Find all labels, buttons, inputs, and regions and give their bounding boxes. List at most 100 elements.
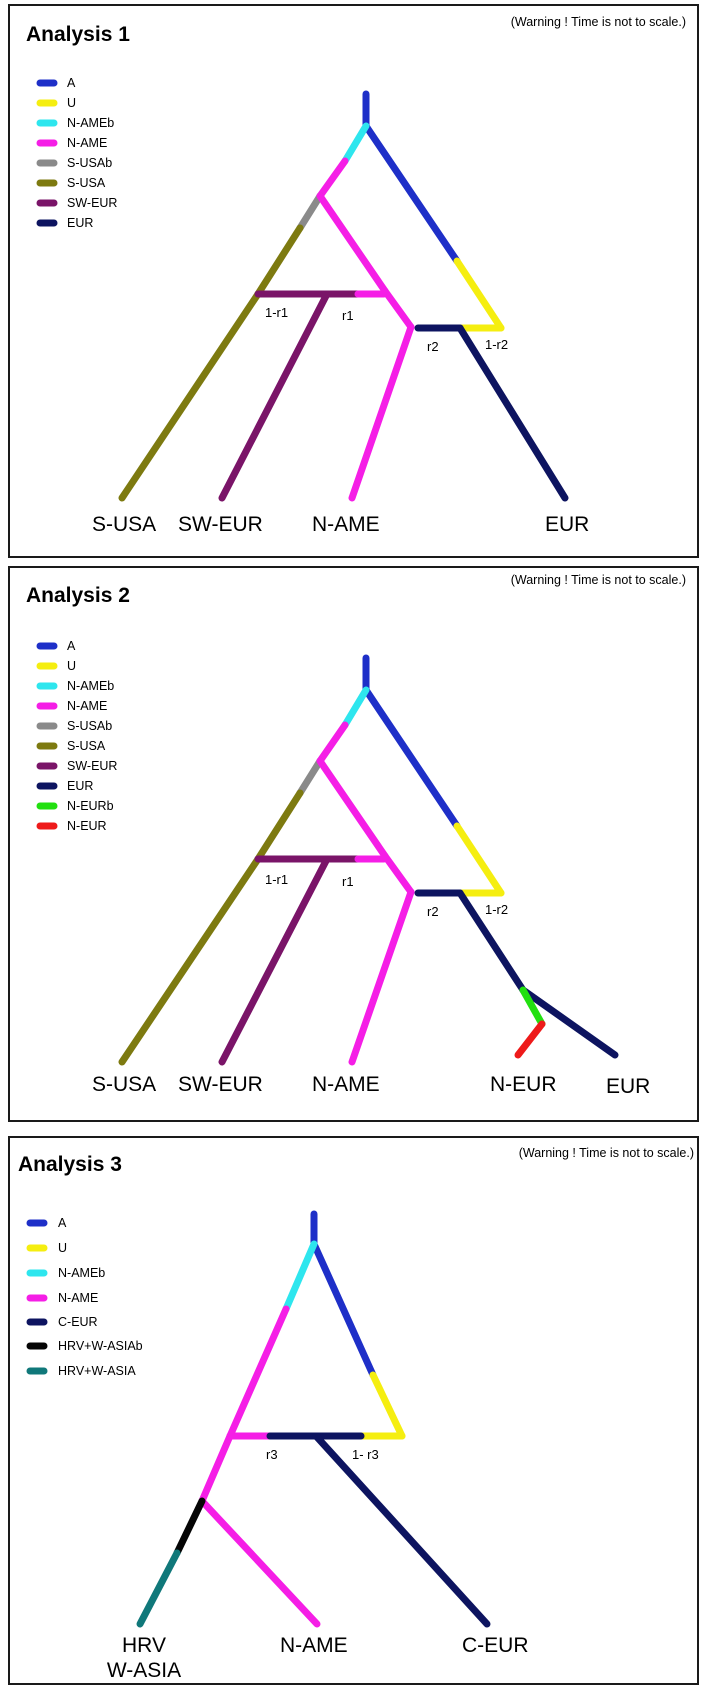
- tree: [118, 90, 569, 502]
- legend-label-n-ameb: N-AMEb: [67, 116, 114, 130]
- branch-n-eurb: [519, 986, 546, 1028]
- warning-note: (Warning ! Time is not to scale.): [511, 573, 686, 587]
- leaf-label-hrv: HRV: [122, 1634, 166, 1657]
- branch-n-ameb: [341, 686, 370, 729]
- legend-label-n-ameb: N-AMEb: [58, 1266, 105, 1280]
- legend-label-hrv-w-asiab: HRV+W-ASIAb: [58, 1339, 143, 1353]
- leaf-label-sw-eur: SW-EUR: [178, 513, 263, 536]
- branch-u: [369, 1371, 406, 1440]
- panel-title: Analysis 3: [18, 1153, 122, 1176]
- legend-label-a: A: [67, 639, 76, 653]
- legend-label-n-ameb: N-AMEb: [67, 679, 114, 693]
- panel-title: Analysis 1: [26, 23, 130, 46]
- branch-n-ame-upper: [316, 157, 349, 200]
- leaf-label-sw-eur: SW-EUR: [178, 1073, 263, 1096]
- leaf-label-w-asia: W-ASIA: [107, 1659, 181, 1682]
- legend-label-sw-eur: SW-EUR: [67, 196, 117, 210]
- branch-n-ame-upper: [226, 1305, 290, 1440]
- leaf-label-n-ame: N-AME: [280, 1634, 348, 1657]
- branch-s-usab: [296, 192, 324, 232]
- param-label-1-r1: 1-r1: [265, 872, 288, 887]
- branch-n-ame-mid: [381, 287, 415, 331]
- legend-label-eur: EUR: [67, 779, 93, 793]
- analysis-3-diagram: Analysis 3 (Warning ! Time is not to sca…: [18, 1146, 694, 1682]
- branch-n-ame-leaf: [348, 888, 415, 1066]
- leaf-label-n-ame: N-AME: [312, 513, 380, 536]
- analysis-2-panel: Analysis 2 (Warning ! Time is not to sca…: [8, 566, 699, 1122]
- leaf-label-n-ame: N-AME: [312, 1073, 380, 1096]
- legend-label-n-ame: N-AME: [58, 1291, 98, 1305]
- legend-label-n-eur: N-EUR: [67, 819, 107, 833]
- param-label-r1: r1: [342, 308, 354, 323]
- branch-u: [453, 822, 505, 897]
- legend-label-a: A: [58, 1216, 67, 1230]
- legend-label-a: A: [67, 76, 76, 90]
- analysis-1-panel: Analysis 1 (Warning ! Time is not to sca…: [8, 4, 699, 558]
- leaf-label-n-eur: N-EUR: [490, 1073, 557, 1096]
- branch-eur-leaf: [456, 324, 569, 502]
- param-label-1-r2: 1-r2: [485, 337, 508, 352]
- legend-label-n-ame: N-AME: [67, 136, 107, 150]
- branch-c-eur-leaf: [312, 1432, 491, 1628]
- param-label-r2: r2: [427, 904, 439, 919]
- legend-label-u: U: [67, 96, 76, 110]
- param-label-r3: r3: [266, 1447, 278, 1462]
- branch-n-ame-leaf: [348, 323, 415, 502]
- branch-n-eur-leaf: [514, 1020, 546, 1059]
- legend-label-n-ame: N-AME: [67, 699, 107, 713]
- branch-a-right: [362, 686, 461, 830]
- legend-label-u: U: [58, 1241, 67, 1255]
- legend-label-sw-eur: SW-EUR: [67, 759, 117, 773]
- param-label-1-r1: 1-r1: [265, 305, 288, 320]
- panel-title: Analysis 2: [26, 584, 130, 607]
- branch-eur-mid: [456, 889, 527, 994]
- legend: A U N-AMEb N-AME S-USAb S-USA SW-EUR EUR…: [36, 639, 117, 833]
- leaf-label-c-eur: C-EUR: [462, 1634, 529, 1657]
- legend-label-s-usa: S-USA: [67, 739, 106, 753]
- leaf-label-s-usa: S-USA: [92, 513, 156, 536]
- legend-label-c-eur: C-EUR: [58, 1315, 98, 1329]
- legend-label-n-eurb: N-EURb: [67, 799, 114, 813]
- legend-label-s-usa: S-USA: [67, 176, 106, 190]
- analysis-2-diagram: Analysis 2 (Warning ! Time is not to sca…: [26, 573, 686, 1098]
- warning-note: (Warning ! Time is not to scale.): [519, 1146, 694, 1160]
- analysis-3-panel: Analysis 3 (Warning ! Time is not to sca…: [8, 1136, 699, 1685]
- branch-n-ame-diag: [316, 192, 389, 295]
- leaf-label-eur: EUR: [606, 1075, 650, 1098]
- branch-s-usa: [254, 789, 304, 863]
- param-label-r2: r2: [427, 339, 439, 354]
- tree: [136, 1210, 491, 1628]
- analysis-1-diagram: Analysis 1 (Warning ! Time is not to sca…: [26, 15, 686, 536]
- legend-label-s-usab: S-USAb: [67, 156, 112, 170]
- legend-label-hrv-w-asia: HRV+W-ASIA: [58, 1364, 136, 1378]
- branch-eur-leaf: [519, 986, 619, 1059]
- branch-a-right: [310, 1240, 377, 1379]
- legend: A U N-AMEb N-AME C-EUR HRV+W-ASIAb HRV+W…: [26, 1216, 143, 1378]
- branch-sw-eur-leaf: [218, 290, 331, 502]
- leaf-label-eur: EUR: [545, 513, 589, 536]
- legend-label-u: U: [67, 659, 76, 673]
- branch-s-usab: [296, 757, 324, 797]
- branch-n-ame-leaf: [198, 1497, 321, 1628]
- param-label-1-r2: 1-r2: [485, 902, 508, 917]
- branch-s-usa-leaf: [118, 290, 262, 502]
- legend: A U N-AMEb N-AME S-USAb S-USA SW-EUR EUR: [36, 76, 117, 230]
- branch-s-usa: [254, 224, 304, 298]
- branch-s-usa-leaf: [118, 855, 262, 1066]
- branch-hrv-w-asiab: [173, 1497, 206, 1557]
- tree: [118, 654, 619, 1066]
- warning-note: (Warning ! Time is not to scale.): [511, 15, 686, 29]
- branch-n-ame-diag: [316, 757, 389, 860]
- branch-n-ame-mid: [381, 852, 415, 896]
- leaf-label-s-usa: S-USA: [92, 1073, 156, 1096]
- branch-n-ame-upper: [316, 721, 349, 765]
- branch-n-ameb: [282, 1240, 318, 1313]
- legend-label-s-usab: S-USAb: [67, 719, 112, 733]
- branch-n-ameb: [341, 122, 370, 165]
- branch-n-ame-lower: [198, 1432, 234, 1505]
- branch-u: [453, 257, 505, 332]
- param-label-1-r3: 1- r3: [352, 1447, 379, 1462]
- legend-label-eur: EUR: [67, 216, 93, 230]
- branch-hrv-w-asia-leaf: [136, 1549, 181, 1628]
- param-label-r1: r1: [342, 874, 354, 889]
